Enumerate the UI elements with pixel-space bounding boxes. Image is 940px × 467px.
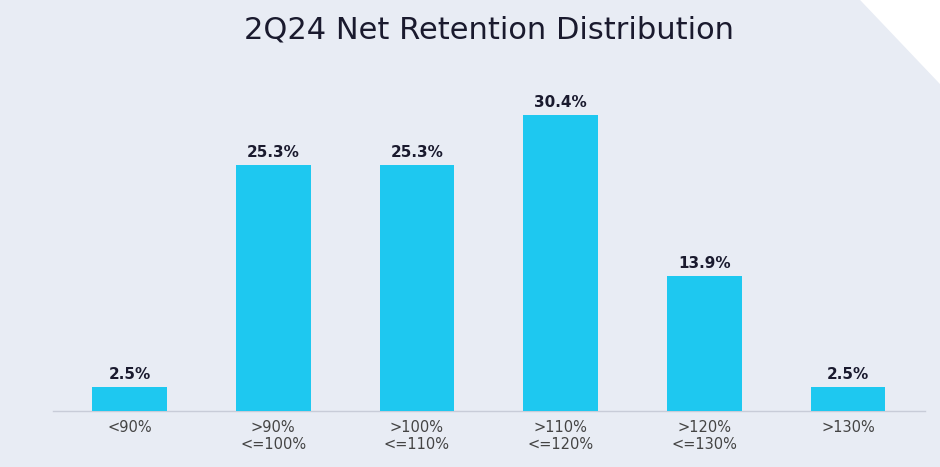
Text: 13.9%: 13.9% bbox=[678, 256, 730, 271]
Bar bbox=[380, 164, 454, 411]
Text: 25.3%: 25.3% bbox=[247, 145, 300, 160]
Bar bbox=[810, 387, 885, 411]
Text: 30.4%: 30.4% bbox=[534, 95, 587, 110]
Title: 2Q24 Net Retention Distribution: 2Q24 Net Retention Distribution bbox=[243, 15, 734, 44]
Bar bbox=[524, 115, 598, 411]
Text: 2.5%: 2.5% bbox=[827, 367, 870, 382]
Text: 2.5%: 2.5% bbox=[108, 367, 150, 382]
Text: 25.3%: 25.3% bbox=[390, 145, 444, 160]
Bar bbox=[92, 387, 167, 411]
Bar bbox=[667, 276, 742, 411]
Bar bbox=[236, 164, 310, 411]
